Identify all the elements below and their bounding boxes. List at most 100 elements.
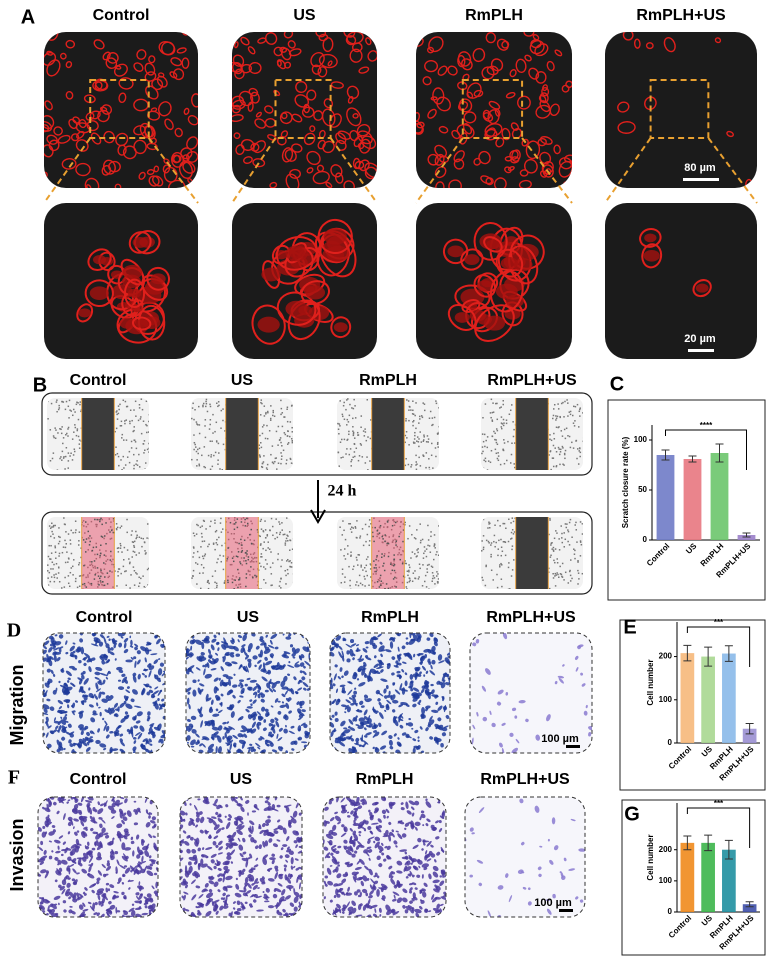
stained-cell	[267, 802, 271, 806]
stained-cell	[216, 859, 220, 866]
speckle	[196, 424, 199, 426]
speckle	[437, 554, 439, 557]
speckle	[54, 551, 57, 554]
speckle	[212, 543, 215, 545]
stained-cell	[408, 717, 411, 721]
stained-cell	[330, 722, 335, 728]
stained-cell	[120, 636, 124, 639]
speckle	[563, 464, 565, 466]
stained-cell	[250, 703, 253, 706]
speckle	[78, 439, 81, 441]
speckle	[141, 469, 144, 470]
speckle	[93, 578, 96, 580]
speckle	[484, 460, 487, 463]
speckle	[559, 451, 562, 453]
stained-cell	[150, 653, 158, 656]
speckle	[142, 575, 144, 577]
speckle	[552, 577, 555, 579]
speckle	[122, 399, 125, 402]
cell	[523, 158, 538, 174]
stained-cell	[101, 698, 108, 703]
speckle	[575, 439, 578, 442]
stained-cell	[72, 826, 75, 830]
speckle	[62, 546, 65, 548]
stained-cell	[271, 726, 276, 734]
stained-cell	[271, 803, 276, 810]
speckle	[552, 414, 555, 417]
speckle	[286, 558, 289, 561]
cell	[248, 62, 262, 75]
stained-cell	[116, 666, 123, 671]
speckle	[263, 578, 265, 581]
speckle	[116, 547, 119, 550]
stained-cell	[197, 909, 201, 914]
stained-cell	[257, 659, 262, 664]
cell	[432, 87, 445, 105]
speckle	[491, 420, 494, 422]
stained-cell	[43, 692, 47, 697]
cell	[269, 181, 278, 188]
speckle	[224, 430, 226, 432]
stained-cell	[288, 730, 295, 735]
speckle	[421, 585, 424, 587]
speckle	[100, 569, 102, 572]
speckle	[496, 443, 499, 446]
speckle	[240, 538, 242, 541]
stained-cell	[433, 641, 438, 647]
stained-cell	[228, 838, 234, 842]
stained-cell	[122, 812, 127, 817]
stained-cell	[203, 639, 210, 644]
stained-cell	[194, 840, 199, 847]
stained-cell	[224, 651, 230, 656]
cell	[509, 69, 517, 78]
speckle	[495, 541, 497, 544]
stained-cell	[253, 805, 260, 811]
speckle	[496, 573, 498, 576]
speckle	[341, 438, 343, 441]
speckle	[207, 587, 210, 589]
speckle	[282, 533, 285, 536]
speckle	[59, 536, 61, 539]
column-header: US	[231, 372, 254, 389]
cell	[144, 62, 156, 76]
stained-cell	[377, 659, 385, 666]
speckle	[499, 463, 502, 466]
speckle	[573, 553, 576, 555]
stained-cell	[290, 874, 293, 878]
speckle	[489, 412, 492, 414]
stained-cell	[139, 725, 145, 732]
speckle	[348, 414, 351, 417]
stained-cell	[62, 841, 66, 845]
speckle	[497, 452, 499, 454]
speckle	[426, 571, 429, 574]
micrograph	[47, 517, 149, 589]
speckle	[133, 467, 135, 470]
speckle	[54, 524, 56, 527]
speckle	[561, 576, 564, 578]
stained-cell	[75, 809, 82, 814]
stained-cell	[387, 694, 391, 698]
stained-cell	[391, 672, 395, 676]
speckle	[564, 523, 567, 525]
speckle	[343, 401, 345, 404]
speckle	[339, 425, 341, 427]
speckle	[353, 398, 355, 401]
stained-cell	[101, 893, 107, 898]
speckle	[278, 533, 281, 536]
cell	[44, 32, 49, 37]
speckle	[67, 533, 70, 535]
stained-cell	[102, 873, 107, 878]
stained-cell	[283, 805, 288, 809]
stained-cell	[113, 891, 119, 894]
speckle	[260, 465, 263, 468]
speckle	[503, 439, 505, 441]
stained-cell	[351, 749, 356, 753]
stained-cell	[224, 815, 227, 818]
speckle	[574, 405, 577, 408]
stained-cell	[199, 688, 204, 694]
stained-cell	[124, 714, 129, 719]
speckle	[71, 459, 74, 461]
speckle	[395, 586, 397, 588]
stained-cell	[229, 743, 233, 751]
stained-cell	[295, 867, 300, 871]
